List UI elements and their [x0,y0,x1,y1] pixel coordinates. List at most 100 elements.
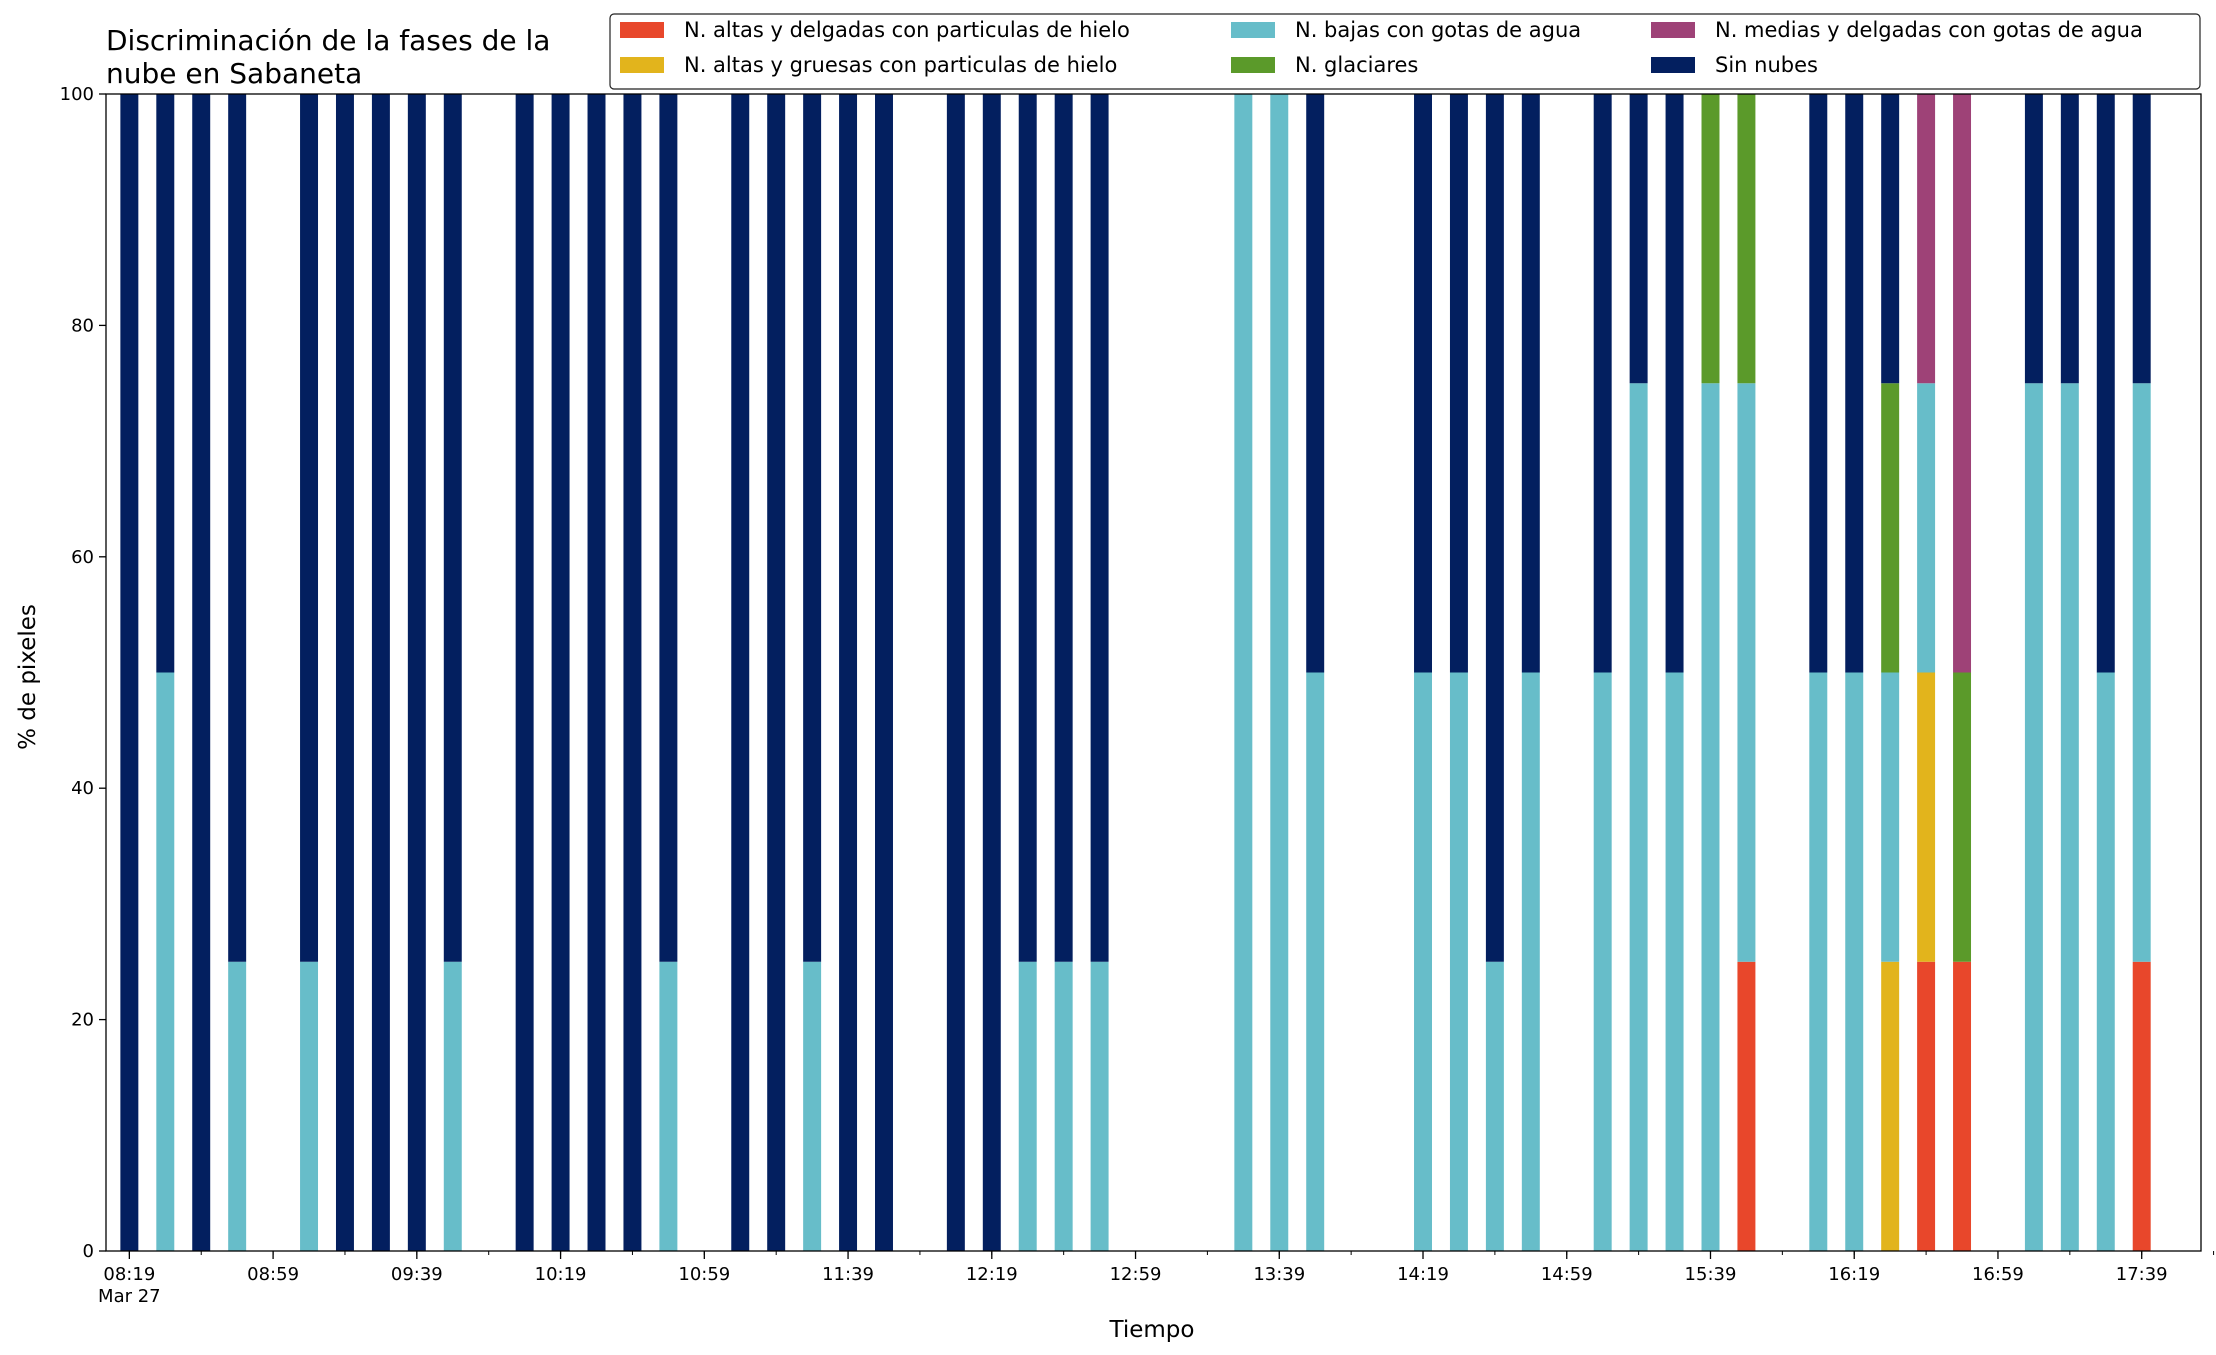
bar-stack [1701,94,1720,1251]
bar-stack [1629,94,1648,1251]
bar-segment [1054,94,1073,962]
bar-segment [1953,94,1972,673]
bar-segment [839,94,858,1251]
y-tick-label: 40 [71,778,94,799]
x-tick-label: 11:39 [822,1264,874,1285]
bars-layer [120,94,2151,1251]
bar-segment [1737,94,1756,384]
bar-stack [1054,94,1073,1251]
bar-stack [551,94,570,1251]
bar-stack [2024,94,2043,1251]
bar-segment [228,961,247,1251]
bar-segment [1881,94,1900,384]
bar-segment [156,672,175,1251]
bar-stack [1270,94,1289,1251]
bar-segment [1593,94,1612,673]
plot-frame [105,93,2202,1252]
bar-stack [300,94,319,1251]
x-tick-label: 09:39 [391,1264,443,1285]
bar-stack [443,94,462,1251]
bar-segment [2132,961,2151,1251]
bar-segment [407,94,426,1251]
bar-segment [1809,672,1828,1251]
bar-segment [228,94,247,962]
bar-stack [1521,94,1540,1251]
legend-label: N. bajas con gotas de agua [1295,18,1581,42]
bar-stack [2096,94,2115,1251]
bar-segment [659,961,678,1251]
bar-segment [1701,383,1720,1251]
bar-segment [2132,383,2151,962]
bar-stack [1234,94,1253,1251]
bar-segment [1629,383,1648,1251]
bar-segment [1845,672,1864,1251]
bar-stack [335,94,354,1251]
bar-segment [551,94,570,1251]
bar-segment [1414,94,1432,673]
x-tick-label: 13:39 [1253,1264,1305,1285]
bar-segment [1881,383,1900,673]
bar-segment [2024,94,2043,384]
bar-segment [767,94,786,1251]
bar-segment [1953,672,1972,962]
bar-stack [515,94,534,1251]
bar-segment [300,94,319,962]
bar-stack [946,94,965,1251]
x-tick-label: 16:19 [1828,1264,1880,1285]
bar-segment [1953,961,1972,1251]
bar-stack [1917,94,1936,1251]
bar-segment [1917,672,1936,962]
bar-segment [1054,961,1073,1251]
x-tick-label: 12:19 [966,1264,1018,1285]
bar-segment [1917,383,1936,673]
bar-segment [1018,961,1037,1251]
y-tick-label: 80 [71,315,94,336]
bar-stack [1881,94,1900,1251]
bar-segment [2060,383,2079,1251]
legend-swatch [1231,22,1275,38]
y-axis-label: % de pixeles [15,604,41,750]
text-layer: Discriminación de la fases de la nube en… [15,24,1194,1343]
bar-stack [839,94,858,1251]
legend-swatch [1231,57,1275,73]
y-tick-label: 20 [71,1010,94,1031]
bar-segment [443,961,462,1251]
bar-segment [1090,94,1109,962]
bar-segment [587,94,606,1251]
bar-segment [1270,94,1289,1251]
bar-stack [1485,94,1504,1251]
x-tick-label: 10:19 [535,1264,587,1285]
legend-swatch [1651,57,1695,73]
legend: N. altas y delgadas con particulas de hi… [609,13,2201,90]
bar-stack [1414,94,1432,1251]
legend-label: N. altas y delgadas con particulas de hi… [684,18,1130,42]
bar-segment [731,94,750,1251]
y-tick-label: 100 [60,84,94,105]
x-tick-sublabel: Mar 27 [98,1286,161,1307]
x-tick-label: 08:59 [247,1264,299,1285]
bar-segment [1881,961,1900,1251]
bar-segment [623,94,642,1251]
x-tick-label: 14:59 [1541,1264,1593,1285]
bar-stack [1449,94,1468,1251]
bar-segment [1701,94,1720,384]
bar-stack [982,94,1001,1251]
bar-segment [1737,961,1756,1251]
legend-label: N. glaciares [1295,53,1418,77]
legend-label: N. medias y delgadas con gotas de agua [1715,18,2143,42]
bar-segment [1018,94,1037,962]
legend-label: N. altas y gruesas con particulas de hie… [684,53,1117,77]
bar-segment [120,94,139,1251]
bar-segment [1521,672,1540,1251]
bar-segment [1917,94,1936,384]
bar-segment [371,94,390,1251]
bar-segment [443,94,462,962]
bar-segment [1737,383,1756,962]
bar-segment [1414,672,1432,1251]
bar-segment [1593,672,1612,1251]
legend-swatch [620,57,664,73]
bar-segment [1449,94,1468,673]
